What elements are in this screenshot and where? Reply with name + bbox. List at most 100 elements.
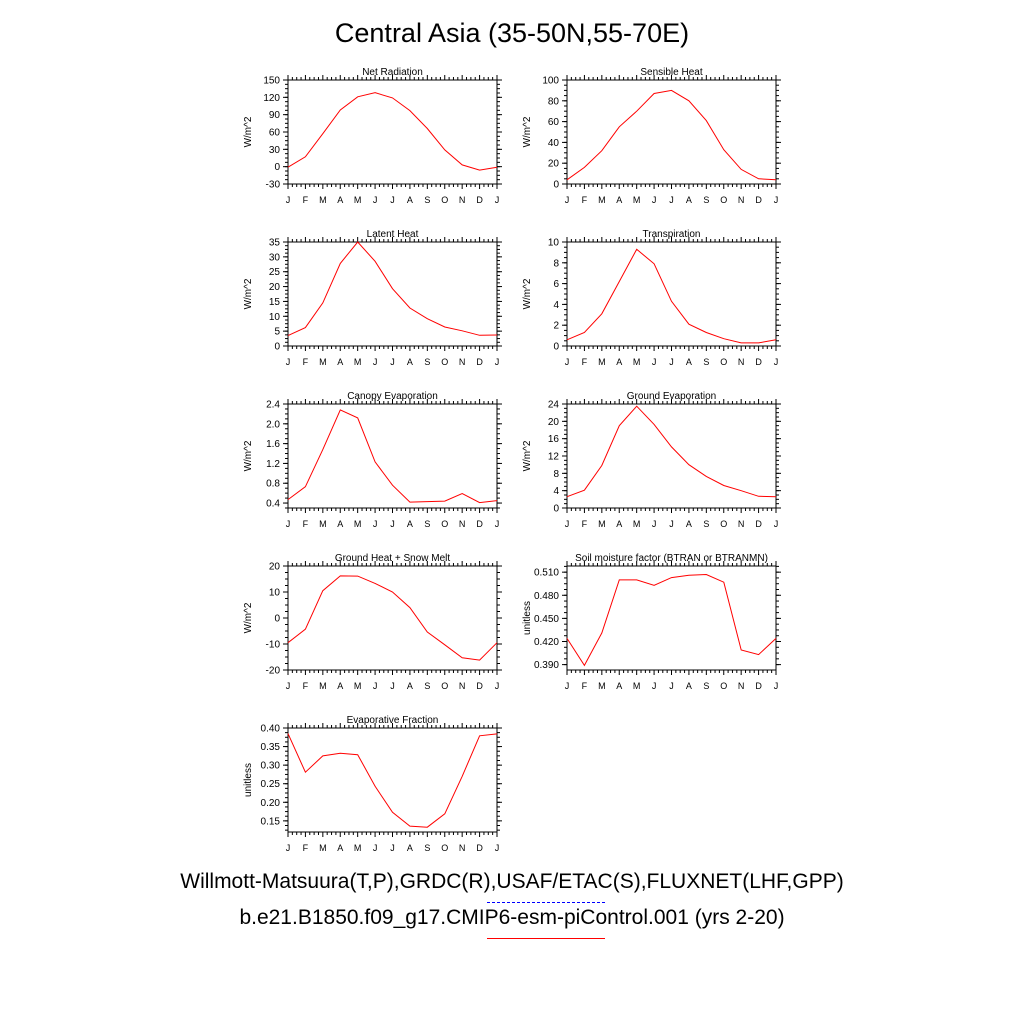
x-tick-label: J (495, 357, 500, 367)
x-tick-label: D (755, 357, 762, 367)
y-tick-label: 30 (269, 145, 281, 156)
x-tick-label: J (390, 195, 395, 205)
x-tick-label: S (703, 681, 709, 691)
x-tick-label: J (565, 519, 570, 529)
x-tick-label: J (286, 681, 291, 691)
x-tick-label: S (424, 681, 430, 691)
x-tick-label: A (407, 843, 413, 853)
y-tick-label: 15 (269, 297, 281, 308)
x-tick-label: A (686, 195, 692, 205)
y-tick-label: 0.15 (261, 816, 281, 827)
y-tick-label: 0.450 (534, 614, 559, 625)
y-axis-label: W/m^2 (243, 116, 254, 147)
plot-frame (287, 79, 498, 185)
y-tick-label: 30 (269, 252, 281, 263)
x-tick-label: D (755, 681, 762, 691)
x-tick-label: J (565, 357, 570, 367)
x-tick-label: O (720, 195, 727, 205)
x-tick-label: J (373, 519, 378, 529)
x-tick-label: A (616, 357, 622, 367)
y-tick-label: -10 (266, 640, 281, 651)
panel-title: Ground Heat + Snow Melt (335, 553, 451, 564)
x-tick-label: N (738, 195, 745, 205)
x-tick-label: S (424, 843, 430, 853)
y-tick-label: 0.390 (534, 660, 559, 671)
y-axis-label: unitless (243, 763, 254, 797)
y-tick-label: 0.20 (261, 798, 281, 809)
x-tick-label: J (286, 519, 291, 529)
x-tick-label: J (774, 519, 779, 529)
panel-title: Transpiration (643, 229, 701, 240)
x-tick-label: A (407, 519, 413, 529)
x-tick-label: M (633, 357, 641, 367)
y-tick-label: 60 (269, 128, 281, 139)
x-tick-label: F (303, 519, 309, 529)
x-tick-label: J (495, 843, 500, 853)
x-tick-label: A (407, 195, 413, 205)
y-tick-label: 80 (548, 96, 560, 107)
y-tick-label: 2.4 (266, 400, 280, 411)
x-tick-label: J (495, 519, 500, 529)
plot-frame (287, 241, 498, 347)
x-tick-label: N (738, 519, 745, 529)
x-tick-label: M (354, 195, 362, 205)
y-tick-label: 150 (263, 76, 280, 87)
y-axis-label: W/m^2 (522, 440, 533, 471)
panel-title: Ground Evaporation (627, 391, 717, 402)
data-series-line (566, 248, 777, 344)
panel-title: Net Radiation (362, 67, 423, 78)
plot-frame (566, 565, 777, 671)
y-tick-label: 2.0 (266, 419, 280, 430)
y-tick-label: 0.40 (261, 724, 281, 735)
x-tick-label: D (476, 843, 483, 853)
plot-frame (566, 79, 777, 185)
y-tick-label: 0 (553, 342, 559, 353)
x-tick-label: J (390, 357, 395, 367)
x-tick-label: M (633, 195, 641, 205)
y-tick-label: 25 (269, 267, 281, 278)
x-tick-label: A (337, 195, 343, 205)
x-tick-label: J (669, 357, 674, 367)
panel-title: Sensible Heat (640, 67, 702, 78)
y-tick-label: 10 (269, 312, 281, 323)
y-tick-label: 90 (269, 110, 281, 121)
x-tick-label: J (495, 681, 500, 691)
observations-legend-line (487, 902, 605, 903)
x-tick-label: N (738, 357, 745, 367)
y-tick-label: 0 (274, 342, 280, 353)
x-tick-label: J (286, 357, 291, 367)
model-legend-line (487, 938, 605, 939)
x-tick-label: J (652, 681, 657, 691)
data-series-line (566, 573, 777, 667)
y-axis-label: W/m^2 (522, 116, 533, 147)
x-tick-label: J (373, 843, 378, 853)
x-tick-label: D (476, 519, 483, 529)
y-tick-label: 0.420 (534, 637, 559, 648)
x-tick-label: A (686, 357, 692, 367)
y-tick-label: 0.35 (261, 742, 281, 753)
y-tick-label: 40 (548, 138, 560, 149)
x-tick-label: J (652, 519, 657, 529)
x-tick-label: O (441, 519, 448, 529)
y-tick-label: 20 (548, 417, 560, 428)
x-tick-label: N (738, 681, 745, 691)
x-tick-label: O (720, 519, 727, 529)
x-tick-label: N (459, 195, 466, 205)
panel-title: Soil moisture factor (BTRAN or BTRANMN) (575, 553, 768, 564)
y-tick-label: 1.6 (266, 439, 280, 450)
y-tick-label: 0 (553, 504, 559, 515)
x-tick-label: J (390, 843, 395, 853)
x-tick-label: A (686, 519, 692, 529)
x-tick-label: M (319, 195, 327, 205)
plot-frame (287, 565, 498, 671)
x-tick-label: A (337, 843, 343, 853)
x-tick-label: N (459, 519, 466, 529)
x-tick-label: J (774, 681, 779, 691)
x-tick-label: J (286, 843, 291, 853)
plot-frame (566, 241, 777, 347)
